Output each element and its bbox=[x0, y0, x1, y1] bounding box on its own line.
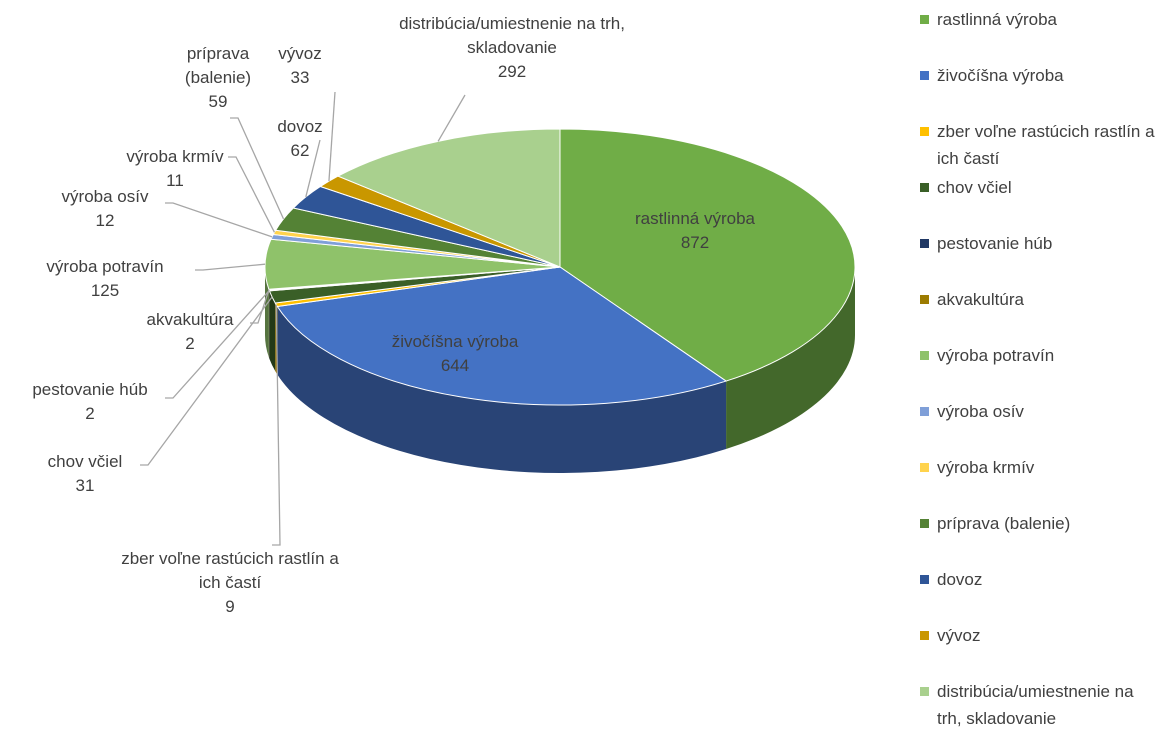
label-category: výroba krmív bbox=[126, 147, 224, 166]
legend-entry: živočíšna výroba bbox=[920, 62, 1157, 89]
slice-side bbox=[269, 290, 276, 372]
legend-entry: výroba potravín bbox=[920, 342, 1157, 369]
data-label: zber voľne rastúcich rastlín a ich častí… bbox=[115, 547, 345, 619]
leader-line bbox=[165, 290, 270, 399]
label-value: 292 bbox=[497, 62, 527, 81]
data-label: výroba krmív 11 bbox=[110, 145, 240, 193]
legend-marker bbox=[920, 127, 929, 136]
label-category: príprava (balenie) bbox=[184, 44, 252, 87]
legend-entry: chov včiel bbox=[920, 174, 1157, 201]
label-category: chov včiel bbox=[47, 452, 123, 471]
legend-marker bbox=[920, 575, 929, 584]
legend-label: výroba osív bbox=[937, 402, 1024, 421]
leader-line bbox=[437, 94, 466, 142]
label-category: výroba osív bbox=[61, 187, 149, 206]
legend-label: chov včiel bbox=[937, 178, 1012, 197]
slice bbox=[276, 266, 728, 406]
legend-marker bbox=[920, 519, 929, 528]
leader-line bbox=[228, 156, 276, 233]
label-value: 2 bbox=[85, 404, 95, 423]
legend-label: zber voľne rastúcich rastlín a ich častí bbox=[937, 122, 1155, 168]
data-label: distribúcia/umiestnenie na trh, skladova… bbox=[382, 12, 642, 84]
label-value: 11 bbox=[166, 171, 184, 190]
legend-entry: príprava (balenie) bbox=[920, 510, 1157, 537]
data-label: dovoz 62 bbox=[265, 115, 335, 163]
label-value: 33 bbox=[290, 68, 310, 87]
label-category: vývoz bbox=[278, 44, 322, 63]
legend-marker bbox=[920, 15, 929, 24]
legend-label: výroba krmív bbox=[937, 458, 1035, 477]
legend-entry: vývoz bbox=[920, 622, 1157, 649]
legend-marker bbox=[920, 71, 929, 80]
legend-entry: výroba krmív bbox=[920, 454, 1157, 481]
legend-label: akvakultúra bbox=[937, 290, 1024, 309]
label-category: distribúcia/umiestnenie na trh, skladova… bbox=[399, 14, 625, 57]
legend-label: vývoz bbox=[937, 626, 981, 645]
legend-label: dovoz bbox=[937, 570, 983, 589]
label-value: 12 bbox=[95, 211, 115, 230]
leader-line bbox=[305, 139, 321, 198]
slice bbox=[559, 128, 856, 382]
legend-marker bbox=[920, 631, 929, 640]
slice-side bbox=[726, 267, 855, 450]
label-category: zber voľne rastúcich rastlín a ich častí bbox=[121, 549, 339, 592]
leader-line bbox=[230, 117, 285, 220]
leader-line bbox=[165, 202, 273, 238]
leader-line bbox=[272, 304, 281, 546]
slice-side bbox=[277, 306, 727, 473]
leader-line bbox=[140, 296, 273, 466]
legend-entry: rastlinná výroba bbox=[920, 6, 1157, 33]
data-label: chov včiel 31 bbox=[15, 450, 155, 498]
data-label: pestovanie húb 2 bbox=[5, 378, 175, 426]
label-value: 62 bbox=[290, 141, 310, 160]
legend-label: výroba potravín bbox=[937, 346, 1055, 365]
data-label: príprava (balenie) 59 bbox=[168, 42, 268, 114]
legend-entry: akvakultúra bbox=[920, 286, 1157, 313]
leader-line bbox=[328, 91, 336, 182]
legend-label: živočíšna výroba bbox=[937, 66, 1064, 85]
legend-entry: výroba osív bbox=[920, 398, 1157, 425]
label-category: živočíšna výroba bbox=[391, 332, 519, 351]
legend-entry: pestovanie húb bbox=[920, 230, 1157, 257]
label-value: 644 bbox=[440, 356, 470, 375]
legend-entry: distribúcia/umiestnenie na trh, skladova… bbox=[920, 678, 1157, 732]
leader-line bbox=[195, 263, 266, 271]
legend-marker bbox=[920, 295, 929, 304]
leader-line bbox=[250, 289, 270, 324]
data-label: živočíšna výroba 644 bbox=[365, 330, 545, 378]
label-category: dovoz bbox=[277, 117, 323, 136]
legend-marker bbox=[920, 239, 929, 248]
data-label: rastlinná výroba 872 bbox=[610, 207, 780, 255]
legend-marker bbox=[920, 183, 929, 192]
legend-entry: zber voľne rastúcich rastlín a ich častí bbox=[920, 118, 1157, 172]
legend-label: rastlinná výroba bbox=[937, 10, 1058, 29]
label-value: 125 bbox=[90, 281, 120, 300]
label-category: akvakultúra bbox=[146, 310, 234, 329]
slice-side bbox=[265, 267, 269, 358]
label-value: 872 bbox=[680, 233, 710, 252]
data-label: vývoz 33 bbox=[265, 42, 335, 90]
legend-marker bbox=[920, 687, 929, 696]
data-label: výroba osív 12 bbox=[35, 185, 175, 233]
label-category: výroba potravín bbox=[46, 257, 164, 276]
legend-marker bbox=[920, 463, 929, 472]
slice bbox=[336, 128, 561, 268]
legend-label: príprava (balenie) bbox=[937, 514, 1071, 533]
label-category: rastlinná výroba bbox=[634, 209, 755, 228]
legend-label: pestovanie húb bbox=[937, 234, 1053, 253]
label-value: 31 bbox=[75, 476, 95, 495]
legend-label: distribúcia/umiestnenie na trh, skladova… bbox=[937, 682, 1134, 728]
data-label: akvakultúra 2 bbox=[125, 308, 255, 356]
label-value: 2 bbox=[185, 334, 195, 353]
legend-marker bbox=[920, 407, 929, 416]
legend-entry: dovoz bbox=[920, 566, 1157, 593]
label-value: 59 bbox=[208, 92, 228, 111]
label-category: pestovanie húb bbox=[32, 380, 148, 399]
label-value: 9 bbox=[225, 597, 235, 616]
legend-marker bbox=[920, 351, 929, 360]
data-label: výroba potravín 125 bbox=[10, 255, 200, 303]
